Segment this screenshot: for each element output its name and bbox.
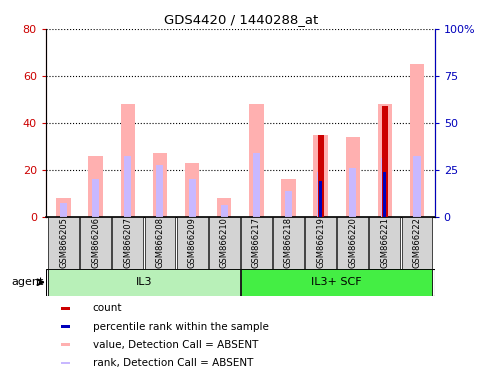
Bar: [369, 217, 400, 269]
Text: GSM866206: GSM866206: [91, 217, 100, 268]
Bar: [281, 179, 296, 217]
Text: GSM866222: GSM866222: [412, 217, 422, 268]
Bar: [92, 179, 99, 217]
Bar: [319, 181, 322, 217]
Bar: [241, 269, 432, 296]
Bar: [113, 217, 143, 269]
Text: value, Detection Call = ABSENT: value, Detection Call = ABSENT: [93, 340, 258, 350]
Bar: [345, 137, 360, 217]
Bar: [88, 156, 103, 217]
Text: GSM866208: GSM866208: [156, 217, 164, 268]
Bar: [121, 104, 135, 217]
Bar: [241, 217, 272, 269]
Bar: [253, 154, 260, 217]
Bar: [382, 158, 388, 217]
Bar: [221, 205, 228, 217]
Bar: [410, 64, 424, 217]
Text: GDS4420 / 1440288_at: GDS4420 / 1440288_at: [164, 13, 319, 26]
Bar: [337, 217, 368, 269]
Bar: [61, 307, 70, 310]
Bar: [48, 269, 240, 296]
Bar: [153, 154, 167, 217]
Bar: [57, 198, 71, 217]
Text: GSM866217: GSM866217: [252, 217, 261, 268]
Bar: [249, 104, 264, 217]
Bar: [188, 179, 196, 217]
Text: GSM866220: GSM866220: [348, 217, 357, 268]
Text: percentile rank within the sample: percentile rank within the sample: [93, 321, 269, 331]
Bar: [384, 172, 386, 217]
Bar: [60, 203, 67, 217]
Bar: [80, 217, 111, 269]
Bar: [61, 343, 70, 346]
Bar: [177, 217, 208, 269]
Text: GSM866218: GSM866218: [284, 217, 293, 268]
Bar: [185, 163, 199, 217]
Text: rank, Detection Call = ABSENT: rank, Detection Call = ABSENT: [93, 358, 253, 368]
Text: GSM866221: GSM866221: [381, 217, 389, 268]
Text: GSM866219: GSM866219: [316, 217, 325, 268]
Bar: [318, 135, 324, 217]
Text: GSM866207: GSM866207: [123, 217, 132, 268]
Bar: [48, 217, 79, 269]
Bar: [285, 191, 292, 217]
Text: count: count: [93, 303, 122, 313]
Bar: [313, 135, 328, 217]
Bar: [273, 217, 304, 269]
Text: IL3+ SCF: IL3+ SCF: [312, 277, 362, 287]
Bar: [61, 362, 70, 364]
Bar: [378, 104, 392, 217]
Bar: [382, 106, 388, 217]
Bar: [217, 198, 231, 217]
Bar: [124, 156, 131, 217]
Text: GSM866209: GSM866209: [187, 217, 197, 268]
Bar: [349, 167, 356, 217]
Bar: [61, 325, 70, 328]
Text: GSM866205: GSM866205: [59, 217, 68, 268]
Bar: [156, 165, 163, 217]
Bar: [209, 217, 240, 269]
Bar: [144, 217, 175, 269]
Text: GSM866210: GSM866210: [220, 217, 229, 268]
Text: IL3: IL3: [136, 277, 152, 287]
Bar: [401, 217, 432, 269]
Text: agent: agent: [11, 277, 43, 287]
Bar: [413, 156, 421, 217]
Bar: [305, 217, 336, 269]
Bar: [317, 172, 324, 217]
